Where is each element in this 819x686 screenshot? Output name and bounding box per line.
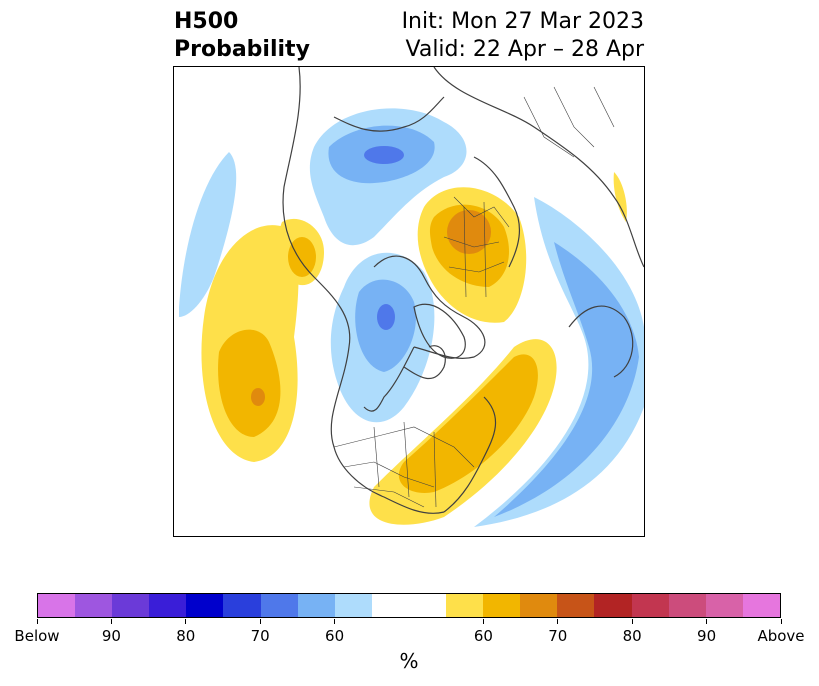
colorbar-tick xyxy=(557,619,559,624)
anomaly-north-pacific-above xyxy=(201,218,324,462)
colorbar-tick-label: Above xyxy=(757,627,805,645)
anomaly-siberia-below xyxy=(309,108,467,246)
anomaly-western-canada-below xyxy=(330,252,435,423)
colorbar-tick-label: 60 xyxy=(473,627,493,645)
colorbar-unit: % xyxy=(399,649,419,673)
colorbar-segment xyxy=(446,594,484,617)
forecast-dates: Init: Mon 27 Mar 2023 Valid: 22 Apr – 28… xyxy=(402,8,644,64)
colorbar-tick xyxy=(482,619,484,624)
colorbar-tick xyxy=(334,619,336,624)
init-date: Init: Mon 27 Mar 2023 xyxy=(401,9,644,34)
colorbar-segment xyxy=(38,594,76,617)
colorbar-tick-label: 70 xyxy=(548,627,568,645)
colorbar xyxy=(37,593,781,618)
colorbar-segment xyxy=(631,594,669,617)
colorbar-tick xyxy=(185,619,187,624)
colorbar-segment xyxy=(112,594,150,617)
colorbar-tick xyxy=(110,619,112,624)
anomaly-eastern-us-above xyxy=(369,339,557,525)
colorbar-segment xyxy=(594,594,632,617)
valid-period: Valid: 22 Apr – 28 Apr xyxy=(405,37,645,62)
colorbar-segment xyxy=(408,594,447,617)
colorbar-tick xyxy=(36,619,38,624)
probability-map xyxy=(173,66,645,537)
colorbar-segment xyxy=(75,594,113,617)
colorbar-tick-label: 70 xyxy=(250,627,270,645)
colorbar-segment xyxy=(260,594,298,617)
colorbar-tick-label: 80 xyxy=(622,627,642,645)
colorbar-tick-label: Below xyxy=(14,627,60,645)
political-borders xyxy=(333,86,615,508)
colorbar-segment xyxy=(334,594,372,617)
title-type: Probability xyxy=(174,37,310,62)
colorbar-segment xyxy=(668,594,706,617)
colorbar-tick xyxy=(259,619,261,624)
colorbar-tick-label: 60 xyxy=(325,627,345,645)
anomaly-pacific-below-weak xyxy=(179,152,237,317)
colorbar-segment xyxy=(557,594,595,617)
anomaly-atlantic-below xyxy=(474,197,644,527)
colorbar-tick xyxy=(706,619,708,624)
anomaly-eurasia-above xyxy=(417,172,627,323)
colorbar-segment xyxy=(742,594,780,617)
chart-title: H500 Probability xyxy=(174,8,310,64)
colorbar-tick-label: 80 xyxy=(176,627,196,645)
colorbar-tick xyxy=(631,619,633,624)
colorbar-segment xyxy=(186,594,224,617)
colorbar-segment xyxy=(371,594,409,617)
colorbar-tick xyxy=(780,619,782,624)
colorbar-segment xyxy=(520,594,558,617)
colorbar-tick-label: 90 xyxy=(697,627,717,645)
coastlines xyxy=(282,67,644,514)
map-canvas xyxy=(179,67,644,527)
colorbar-segment xyxy=(483,594,521,617)
colorbar-segment xyxy=(297,594,335,617)
colorbar-segment xyxy=(223,594,261,617)
colorbar-segment xyxy=(149,594,187,617)
title-variable: H500 xyxy=(174,9,239,34)
colorbar-tick-label: 90 xyxy=(101,627,121,645)
colorbar-segment xyxy=(705,594,743,617)
